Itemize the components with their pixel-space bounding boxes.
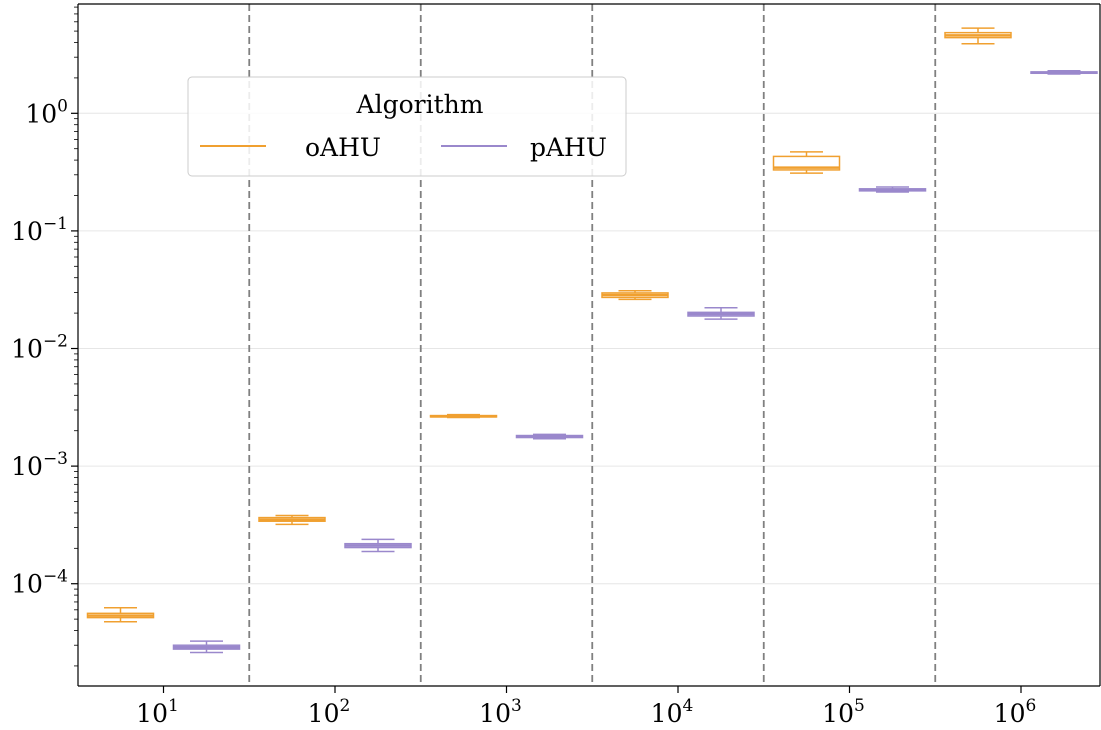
box-oAHU-10^5	[772, 151, 841, 174]
legend-entry-pAHU: pAHU	[441, 133, 607, 162]
box-oAHU-10^2	[258, 514, 326, 526]
legend-title: Algorithm	[356, 90, 484, 119]
box-pAHU-10^3	[515, 433, 584, 440]
legend-entry-oAHU: oAHU	[200, 133, 381, 162]
box-oAHU-10^1	[86, 606, 155, 623]
box-pAHU-10^2	[344, 538, 412, 553]
legend-label: oAHU	[305, 133, 381, 162]
y-tick-label: 10−4	[11, 567, 68, 599]
box-pAHU-10^1	[172, 640, 241, 654]
y-tick-label: 100	[25, 96, 68, 128]
box-pAHU-10^5	[858, 186, 927, 193]
box-oAHU-10^6	[944, 27, 1012, 45]
legend-label: pAHU	[530, 133, 607, 162]
x-tick-label: 103	[479, 696, 522, 728]
x-tick-label: 105	[822, 696, 865, 728]
x-tick-label: 102	[308, 696, 351, 728]
x-tick-label: 106	[994, 696, 1037, 728]
y-tick-label: 10−2	[11, 332, 68, 364]
box-oAHU-10^3	[429, 413, 498, 419]
box-body	[772, 155, 841, 171]
legend-box	[187, 76, 627, 177]
y-tick-label: 10−1	[11, 214, 68, 246]
box-series	[86, 27, 1098, 654]
x-tick-label: 104	[651, 696, 694, 728]
legend: Algorithm oAHU pAHU	[187, 76, 627, 177]
box-pAHU-10^6	[1030, 70, 1098, 75]
box-oAHU-10^4	[601, 289, 669, 301]
grid-lines	[78, 112, 1100, 585]
x-tick-label: 101	[136, 696, 179, 728]
box-pAHU-10^4	[687, 307, 755, 320]
axes: 10−4 10−3 10−2 10−1 100 101 102 103 104 105 106	[11, 3, 1101, 728]
y-tick-label: 10−3	[11, 449, 68, 481]
